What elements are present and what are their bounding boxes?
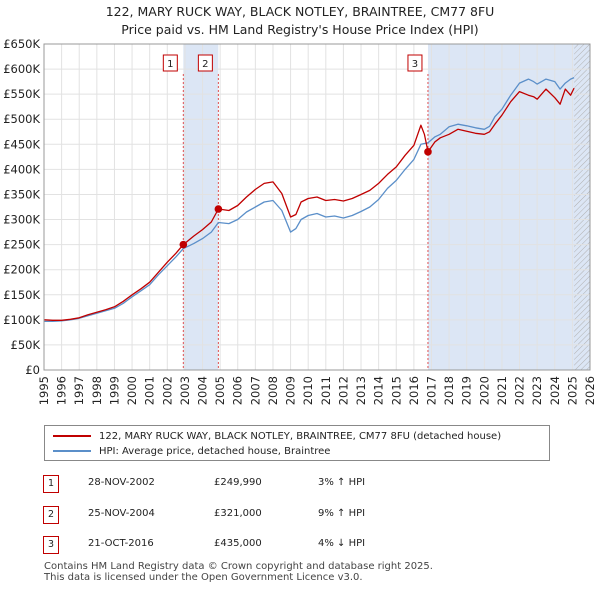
x-tick-label: 2001 <box>143 376 157 405</box>
sale-row: 3 21-OCT-2016 £435,000 4% ↓ HPI <box>0 536 600 556</box>
sale-point <box>214 205 223 213</box>
sale-row: 2 25-NOV-2004 £321,000 9% ↑ HPI <box>0 506 600 526</box>
y-tick-label: £50K <box>11 338 41 352</box>
sale-marker-badge <box>407 54 423 72</box>
y-tick-label: £600K <box>3 62 40 76</box>
x-tick-label: 2011 <box>319 376 333 405</box>
y-tick-label: £650K <box>3 37 40 51</box>
price-chart: 1 2 3 £0 £50K £100K £150K £200K £250K £300K £350K £… <box>3 37 597 405</box>
legend-label-property: 122, MARY RUCK WAY, BLACK NOTLEY, BRAINT… <box>99 430 502 442</box>
x-tick-label: 2017 <box>424 376 438 405</box>
legend-item-property: 122, MARY RUCK WAY, BLACK NOTLEY, BRAINT… <box>53 429 501 443</box>
sale-price: £435,000 <box>214 538 262 549</box>
x-tick-label: 2000 <box>125 376 139 405</box>
x-tick-label: 2010 <box>301 376 315 405</box>
footer-copyright: Contains HM Land Registry data © Crown c… <box>44 561 433 572</box>
legend: 122, MARY RUCK WAY, BLACK NOTLEY, BRAINT… <box>44 425 550 461</box>
y-tick-label: £200K <box>3 263 40 277</box>
sale-date: 28-NOV-2002 <box>88 477 155 488</box>
x-tick-label: 2005 <box>213 376 227 405</box>
sale-marker-label: 3 <box>412 59 418 70</box>
x-tick-label: 2016 <box>407 376 421 405</box>
sale-point <box>179 240 188 249</box>
x-tick-label: 2023 <box>530 376 544 405</box>
legend-label-hpi: HPI: Average price, detached house, Brai… <box>99 445 331 457</box>
sale-hpi-change: 9% ↑ HPI <box>318 508 366 519</box>
x-tick-label: 2002 <box>160 376 174 405</box>
y-tick-label: £300K <box>3 213 40 227</box>
x-tick-label: 1997 <box>72 376 86 405</box>
x-tick-label: 2019 <box>460 376 474 405</box>
x-tick-label: 2003 <box>178 376 192 405</box>
plot-frame <box>43 43 591 371</box>
chart-subtitle: Price paid vs. HM Land Registry's House … <box>121 22 479 37</box>
sale-number-badge: 1 <box>43 475 59 493</box>
sale-date: 21-OCT-2016 <box>88 538 154 549</box>
sale-number-badge: 3 <box>43 536 59 554</box>
y-tick-label: £400K <box>3 162 40 176</box>
sale-date: 25-NOV-2004 <box>88 508 155 519</box>
y-tick-label: £500K <box>3 112 40 126</box>
sale-marker-label: 2 <box>202 59 208 70</box>
x-tick-label: 1999 <box>107 376 121 405</box>
x-tick-label: 2021 <box>495 376 509 405</box>
x-tick-label: 1998 <box>90 376 104 405</box>
chart-title: 122, MARY RUCK WAY, BLACK NOTLEY, BRAINT… <box>105 4 495 19</box>
sale-hpi-change: 4% ↓ HPI <box>318 538 366 549</box>
legend-swatch-hpi <box>53 450 91 452</box>
x-tick-label: 2008 <box>266 376 280 405</box>
x-tick-label: 2024 <box>548 376 562 405</box>
sale-hpi-change: 3% ↑ HPI <box>318 477 366 488</box>
x-tick-label: 2015 <box>389 376 403 405</box>
shaded-ownership-period <box>183 44 219 370</box>
x-tick-label: 2007 <box>248 376 262 405</box>
x-tick-label: 2025 <box>565 376 579 405</box>
sale-marker-badge <box>197 54 213 72</box>
legend-item-hpi: HPI: Average price, detached house, Brai… <box>53 444 330 458</box>
x-tick-label: 2009 <box>284 376 298 405</box>
y-tick-label: £150K <box>3 288 40 302</box>
x-tick-label: 2004 <box>196 376 210 405</box>
sale-marker-label: 1 <box>167 59 173 70</box>
x-tick-label: 2020 <box>477 376 491 405</box>
y-tick-label: £100K <box>3 313 40 327</box>
footer-licence: This data is licensed under the Open Gov… <box>44 572 363 583</box>
x-tick-label: 2006 <box>231 376 245 405</box>
legend-swatch-property <box>53 435 91 437</box>
y-tick-label: £350K <box>3 187 40 201</box>
sale-point <box>424 148 432 156</box>
y-tick-label: £550K <box>3 87 40 101</box>
x-tick-label: 2013 <box>354 376 368 405</box>
sale-price: £249,990 <box>214 477 262 488</box>
sale-marker-badge <box>162 54 178 72</box>
y-tick-label: £450K <box>3 137 40 151</box>
chart-title-block: 122, MARY RUCK WAY, BLACK NOTLEY, BRAINT… <box>0 3 600 39</box>
x-tick-label: 1996 <box>55 376 69 405</box>
y-tick-label: £250K <box>3 238 40 252</box>
property-series-line <box>43 87 575 321</box>
x-tick-label: 2022 <box>513 376 527 405</box>
sale-price: £321,000 <box>214 508 262 519</box>
forecast-hatch <box>574 44 590 370</box>
footer: Contains HM Land Registry data © Crown c… <box>44 561 433 583</box>
hpi-series-line <box>44 77 575 323</box>
sale-number-badge: 2 <box>43 506 59 524</box>
shaded-ownership-period <box>427 44 590 370</box>
x-tick-label: 2026 <box>583 376 597 405</box>
x-tick-label: 2018 <box>442 376 456 405</box>
y-tick-label: £0 <box>25 363 40 377</box>
sale-row: 1 28-NOV-2002 £249,990 3% ↑ HPI <box>0 475 600 495</box>
x-tick-label: 2014 <box>372 376 386 405</box>
x-tick-label: 2012 <box>336 376 350 405</box>
x-tick-label: 1995 <box>37 376 51 405</box>
